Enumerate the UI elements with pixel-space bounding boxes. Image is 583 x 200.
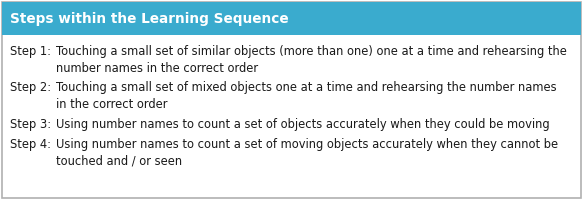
Text: Touching a small set of similar objects (more than one) one at a time and rehear: Touching a small set of similar objects … <box>56 45 567 58</box>
Text: touched and / or seen: touched and / or seen <box>56 154 182 168</box>
Text: Using number names to count a set of objects accurately when they could be movin: Using number names to count a set of obj… <box>56 118 550 131</box>
Text: in the correct order: in the correct order <box>56 98 167 111</box>
Text: Steps within the Learning Sequence: Steps within the Learning Sequence <box>10 11 289 25</box>
Text: Step 3:: Step 3: <box>10 118 55 131</box>
Text: Step 2:: Step 2: <box>10 82 55 95</box>
Text: Using number names to count a set of moving objects accurately when they cannot : Using number names to count a set of mov… <box>56 138 558 151</box>
Text: number names in the correct order: number names in the correct order <box>56 62 258 74</box>
FancyBboxPatch shape <box>2 2 581 198</box>
FancyBboxPatch shape <box>2 2 581 35</box>
Text: Touching a small set of mixed objects one at a time and rehearsing the number na: Touching a small set of mixed objects on… <box>56 82 557 95</box>
Text: Step 4:: Step 4: <box>10 138 55 151</box>
Text: Step 1:: Step 1: <box>10 45 55 58</box>
